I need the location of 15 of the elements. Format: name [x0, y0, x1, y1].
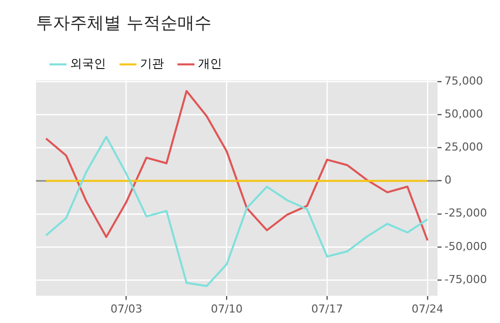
x-tick-label: 07/10: [210, 302, 243, 316]
legend-label: 개인: [198, 56, 222, 71]
legend-label: 기관: [140, 56, 164, 71]
x-tick-label: 07/17: [311, 302, 343, 316]
y-tick-label: 75,000: [444, 74, 484, 88]
y-tick-label: 25,000: [444, 140, 484, 154]
x-tick-label: 07/03: [110, 302, 142, 316]
y-tick-label: 0: [444, 174, 452, 187]
y-tick-label: -75,000: [444, 272, 488, 286]
legend-label: 외국인: [70, 56, 106, 71]
chart-title: 투자주체별 누적순매수: [36, 14, 212, 34]
y-tick-label: -50,000: [444, 240, 488, 253]
x-tick-label: 07/24: [412, 302, 444, 316]
y-tick-label: 50,000: [444, 108, 484, 121]
y-tick-label: -25,000: [444, 206, 488, 220]
